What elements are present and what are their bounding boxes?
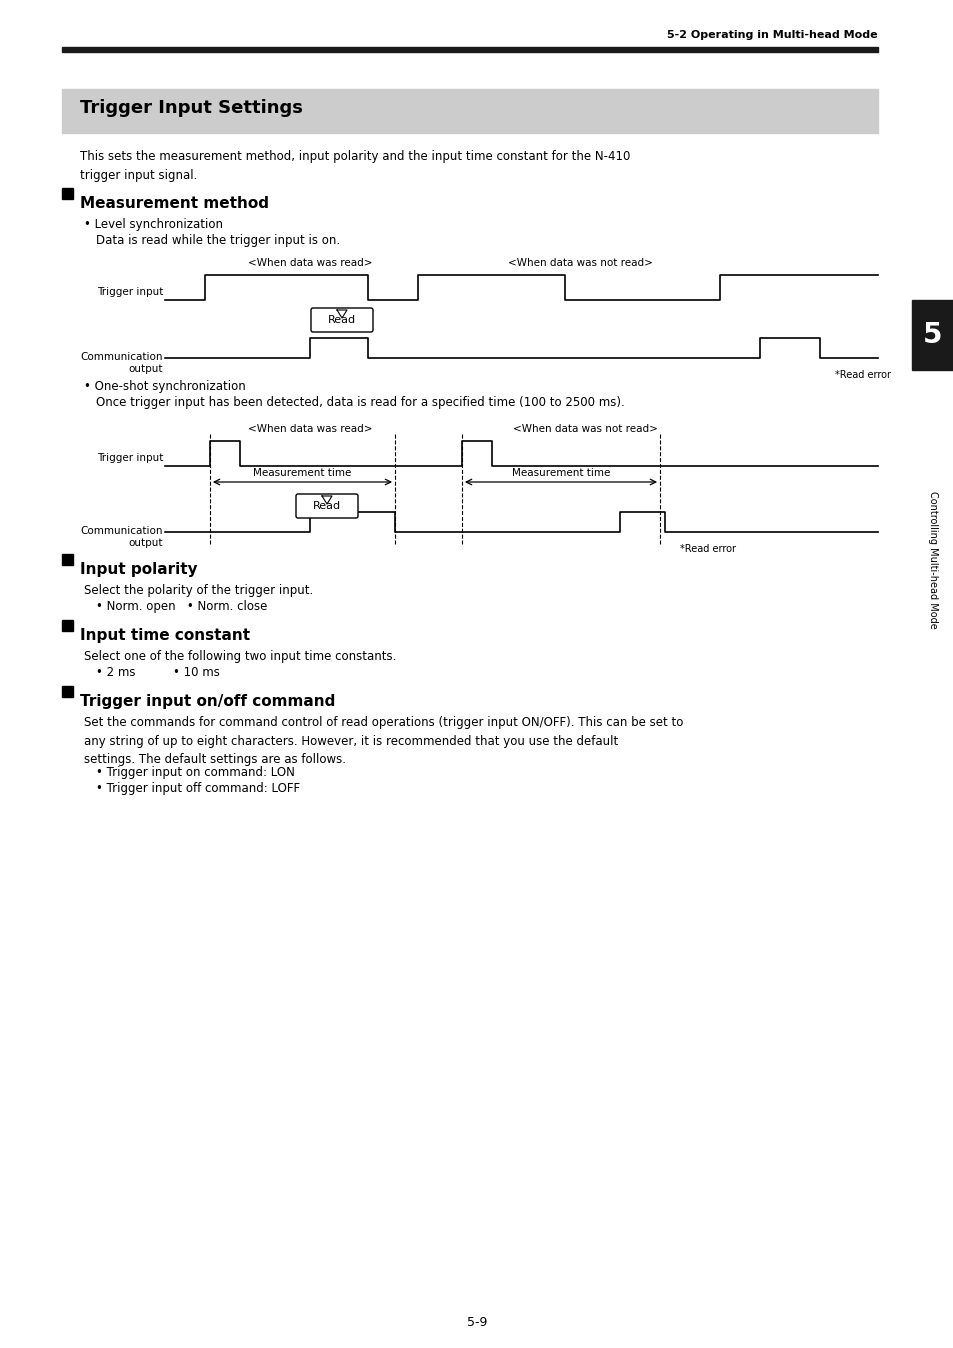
Text: Measurement time: Measurement time <box>253 468 351 479</box>
Polygon shape <box>336 310 347 318</box>
FancyBboxPatch shape <box>311 307 373 332</box>
Bar <box>62 620 73 631</box>
Text: Measurement time: Measurement time <box>511 468 610 479</box>
Text: • Level synchronization: • Level synchronization <box>84 218 223 231</box>
Text: <When data was read>: <When data was read> <box>248 257 372 268</box>
Text: Once trigger input has been detected, data is read for a specified time (100 to : Once trigger input has been detected, da… <box>96 396 624 408</box>
Text: • 2 ms          • 10 ms: • 2 ms • 10 ms <box>96 666 219 679</box>
Text: Trigger Input Settings: Trigger Input Settings <box>80 98 302 117</box>
Text: Trigger input: Trigger input <box>96 453 163 462</box>
Bar <box>62 554 73 565</box>
Bar <box>911 301 953 369</box>
Text: <When data was not read>: <When data was not read> <box>507 257 652 268</box>
Text: Select the polarity of the trigger input.: Select the polarity of the trigger input… <box>84 584 313 597</box>
Text: 5-2 Operating in Multi-head Mode: 5-2 Operating in Multi-head Mode <box>667 30 877 40</box>
Text: Communication
output: Communication output <box>80 352 163 373</box>
Text: • Trigger input on command: LON: • Trigger input on command: LON <box>96 766 294 779</box>
Text: <When data was read>: <When data was read> <box>248 425 372 434</box>
Text: • Norm. open   • Norm. close: • Norm. open • Norm. close <box>96 600 267 613</box>
Text: Trigger input on/off command: Trigger input on/off command <box>80 694 335 709</box>
Text: Measurement method: Measurement method <box>80 195 269 212</box>
Text: • Trigger input off command: LOFF: • Trigger input off command: LOFF <box>96 782 300 795</box>
Bar <box>62 89 877 133</box>
Bar <box>62 686 73 697</box>
Text: Data is read while the trigger input is on.: Data is read while the trigger input is … <box>96 235 340 247</box>
Text: Controlling Multi-head Mode: Controlling Multi-head Mode <box>927 491 937 630</box>
Text: Input time constant: Input time constant <box>80 628 250 643</box>
Text: Set the commands for command control of read operations (trigger input ON/OFF). : Set the commands for command control of … <box>84 716 682 766</box>
Text: Input polarity: Input polarity <box>80 562 197 577</box>
Text: Select one of the following two input time constants.: Select one of the following two input ti… <box>84 650 395 663</box>
Text: Communication
output: Communication output <box>80 526 163 547</box>
Text: 5: 5 <box>923 321 942 349</box>
Text: *Read error: *Read error <box>834 369 890 380</box>
Text: Read: Read <box>313 501 341 511</box>
Text: • One-shot synchronization: • One-shot synchronization <box>84 380 246 394</box>
Text: Read: Read <box>328 315 355 325</box>
Text: <When data was not read>: <When data was not read> <box>512 425 657 434</box>
Text: 5-9: 5-9 <box>466 1316 487 1329</box>
Bar <box>62 47 877 53</box>
Polygon shape <box>322 496 332 504</box>
Text: *Read error: *Read error <box>679 545 735 554</box>
FancyBboxPatch shape <box>295 493 357 518</box>
Text: This sets the measurement method, input polarity and the input time constant for: This sets the measurement method, input … <box>80 150 630 182</box>
Text: Trigger input: Trigger input <box>96 287 163 297</box>
Bar <box>62 187 73 200</box>
